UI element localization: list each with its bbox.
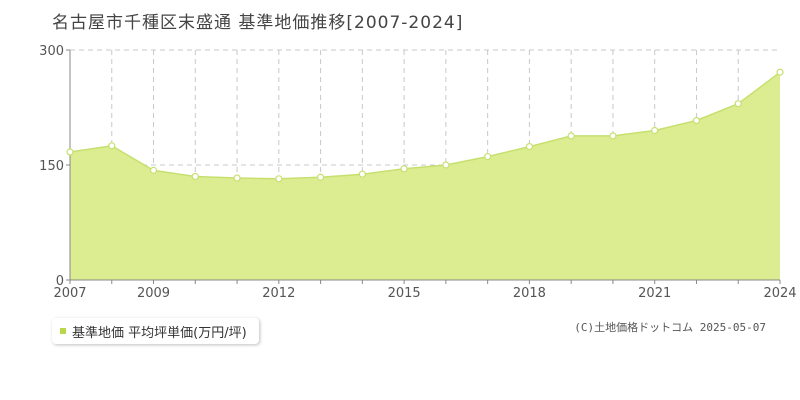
data-point-2016 <box>442 161 450 169</box>
x-tick-labels: 2007 2009 2012 2015 2018 2021 2024 <box>53 286 796 301</box>
x-tick-label: 2012 <box>262 286 295 301</box>
price-line <box>69 71 781 180</box>
x-tick-label: 2015 <box>388 286 421 301</box>
price-area <box>70 72 780 280</box>
data-point-2018 <box>525 143 534 151</box>
y-tick-label: 0 <box>56 274 64 289</box>
data-point-2019 <box>567 132 575 140</box>
legend: 基準地価 平均坪単価(万円/坪) <box>52 318 259 344</box>
y-tick-label: 150 <box>39 159 64 174</box>
x-tick-label: 2021 <box>638 286 671 301</box>
data-point-2011 <box>233 174 241 182</box>
data-point-2020 <box>609 132 617 140</box>
data-point-2010 <box>191 172 199 181</box>
data-point-2021 <box>651 126 659 135</box>
y-tick-label: 300 <box>39 44 64 59</box>
legend-label: 基準地価 平均坪単価(万円/坪) <box>72 325 247 341</box>
data-point-2024 <box>776 68 784 76</box>
legend-swatch <box>60 328 66 334</box>
data-point-2008 <box>108 142 116 150</box>
x-tick-label: 2007 <box>53 286 86 301</box>
data-point-2015 <box>400 165 408 173</box>
x-tick-label: 2024 <box>763 286 796 301</box>
data-point-2022 <box>692 116 701 125</box>
copyright-text: (C)土地価格ドットコム 2025-05-07 <box>574 321 766 334</box>
x-tick-label: 2018 <box>513 286 546 301</box>
data-point-2007 <box>66 148 74 156</box>
y-tick-labels: 0 150 300 <box>39 44 64 289</box>
chart-title: 名古屋市千種区末盛通 基準地価推移[2007-2024] <box>52 13 464 33</box>
data-point-2013 <box>316 173 325 181</box>
data-point-2023 <box>734 100 742 108</box>
data-point-2009 <box>149 166 158 174</box>
data-point-2014 <box>358 170 366 178</box>
data-point-2017 <box>484 152 492 161</box>
data-points <box>66 68 784 183</box>
x-tick-label: 2009 <box>137 286 170 301</box>
data-point-2012 <box>275 175 283 183</box>
axes <box>66 49 781 284</box>
